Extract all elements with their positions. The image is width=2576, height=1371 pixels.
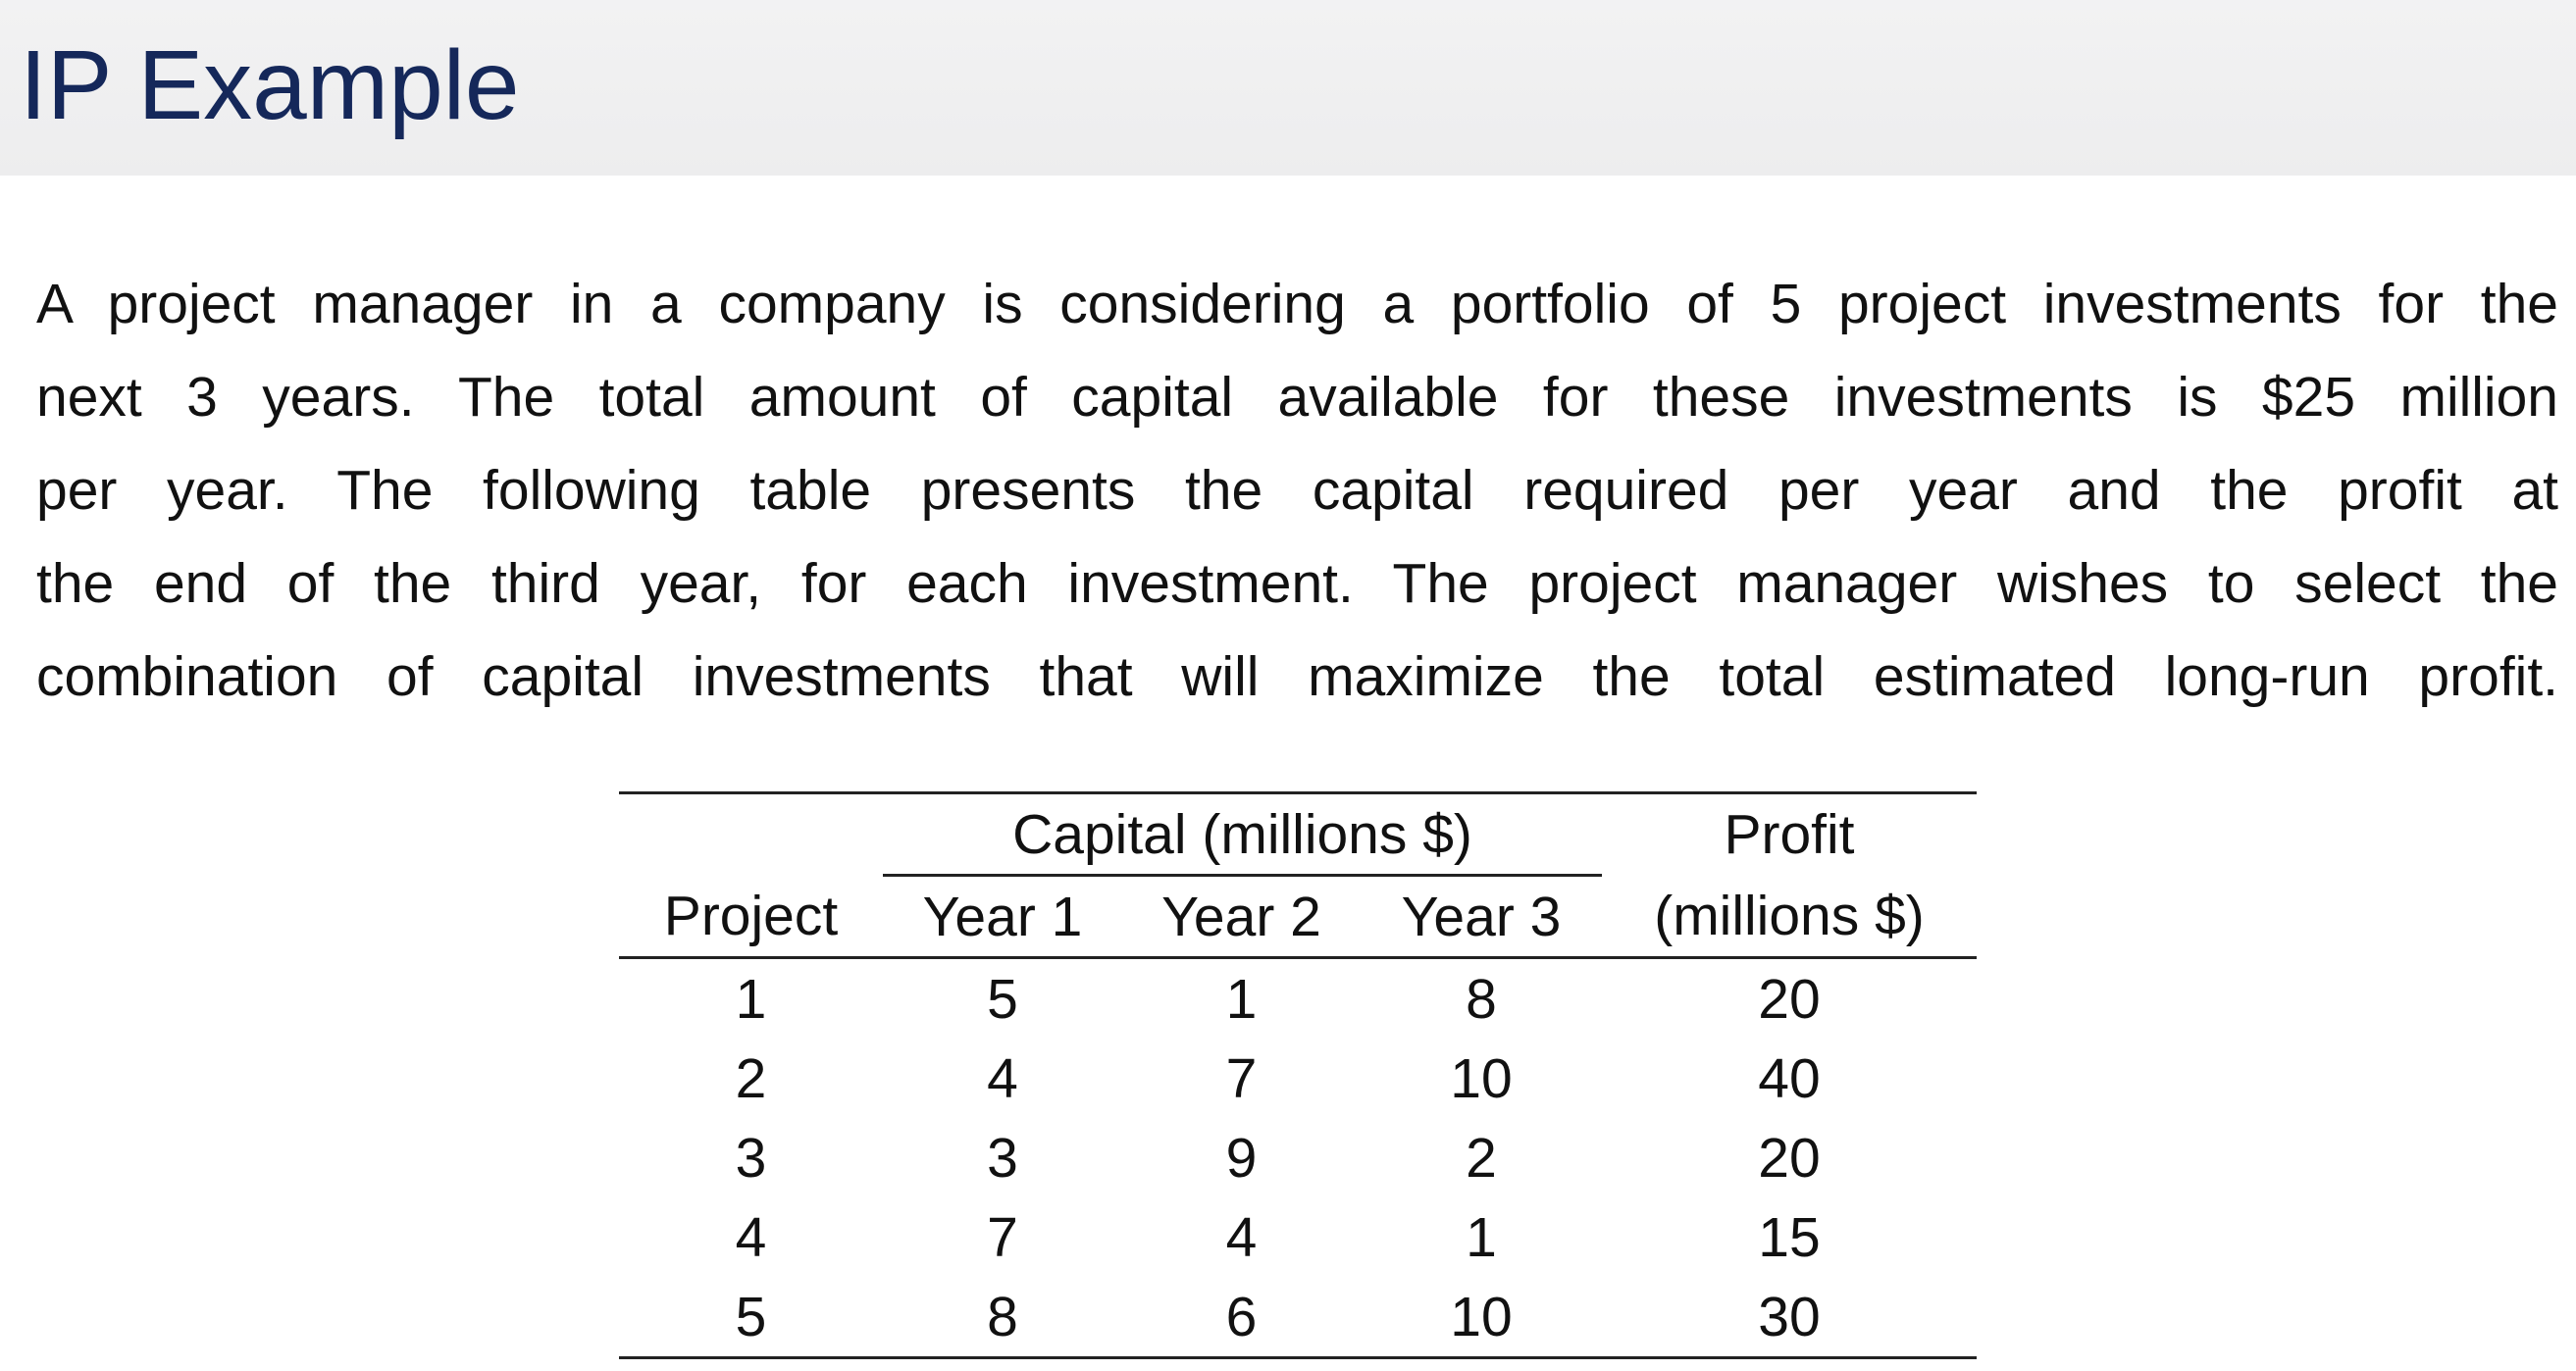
table-cell: 10 <box>1361 1277 1602 1359</box>
column-header: Year 3 <box>1361 875 1602 959</box>
table-cell: 2 <box>735 1046 767 1110</box>
column-header: (millions $) <box>1602 875 1977 959</box>
table-cell: 15 <box>1758 1205 1821 1269</box>
table-cell: 7 <box>987 1205 1018 1269</box>
table-row: 1 5 1 8 20 <box>619 958 1977 1040</box>
table-cell: 10 <box>1450 1046 1513 1110</box>
table-row: 2 4 7 10 40 <box>619 1039 1977 1118</box>
table-cell: 1 <box>735 967 767 1031</box>
table-row: 5 8 6 10 30 <box>619 1277 1977 1359</box>
table-cell: 20 <box>1758 967 1821 1031</box>
paragraph-line: A project manager in a company is consid… <box>36 273 2558 335</box>
table-cell: 2 <box>1466 1126 1497 1190</box>
table-cell: 40 <box>1758 1046 1821 1110</box>
table-cell: 4 <box>1225 1205 1258 1269</box>
table-cell: 8 <box>883 1277 1122 1359</box>
table-cell: 8 <box>1466 967 1497 1031</box>
group-header: Profit <box>1602 791 1977 876</box>
table-row: 4 7 4 1 15 <box>619 1197 1977 1277</box>
table-cell: 30 <box>1602 1277 1977 1359</box>
data-table: Capital (millions $) Profit Project Year … <box>619 791 1977 1359</box>
table-cell: 20 <box>1758 1126 1821 1190</box>
paragraph-line: combination of capital investments that … <box>36 645 2558 708</box>
table-cell: 4 <box>735 1205 767 1269</box>
table-cell: 6 <box>1122 1277 1361 1359</box>
paragraph-line: the end of the third year, for each inve… <box>36 552 2558 615</box>
header-row: Project Year 1 Year 2 Year 3 (millions $) <box>619 875 1977 959</box>
table-cell: 1 <box>1466 1205 1497 1269</box>
title: IP Example <box>20 30 520 140</box>
column-header: Year 1 <box>883 875 1122 959</box>
table-cell: 1 <box>1225 967 1258 1031</box>
group-header: Capital (millions $) <box>883 791 1602 877</box>
table-cell: 9 <box>1225 1126 1258 1190</box>
table-cell: 5 <box>987 967 1018 1031</box>
column-header: Project <box>619 875 883 959</box>
column-header: Year 2 <box>1122 875 1361 959</box>
header-bar: IP Example <box>0 0 2576 176</box>
table-cell: 3 <box>735 1126 767 1190</box>
header-row: Capital (millions $) Profit <box>619 791 1977 877</box>
empty-cell <box>619 791 883 876</box>
table-cell: 4 <box>987 1046 1018 1110</box>
paragraph-line: next 3 years. The total amount of capita… <box>36 366 2558 429</box>
table-cell: 3 <box>987 1126 1018 1190</box>
paragraph-line: per year. The following table presents t… <box>36 459 2558 522</box>
paragraph: A project manager in a company is consid… <box>36 258 2558 724</box>
table-cell: 7 <box>1225 1046 1258 1110</box>
table-row: 3 3 9 2 20 <box>619 1118 1977 1197</box>
table-cell: 5 <box>619 1277 883 1359</box>
